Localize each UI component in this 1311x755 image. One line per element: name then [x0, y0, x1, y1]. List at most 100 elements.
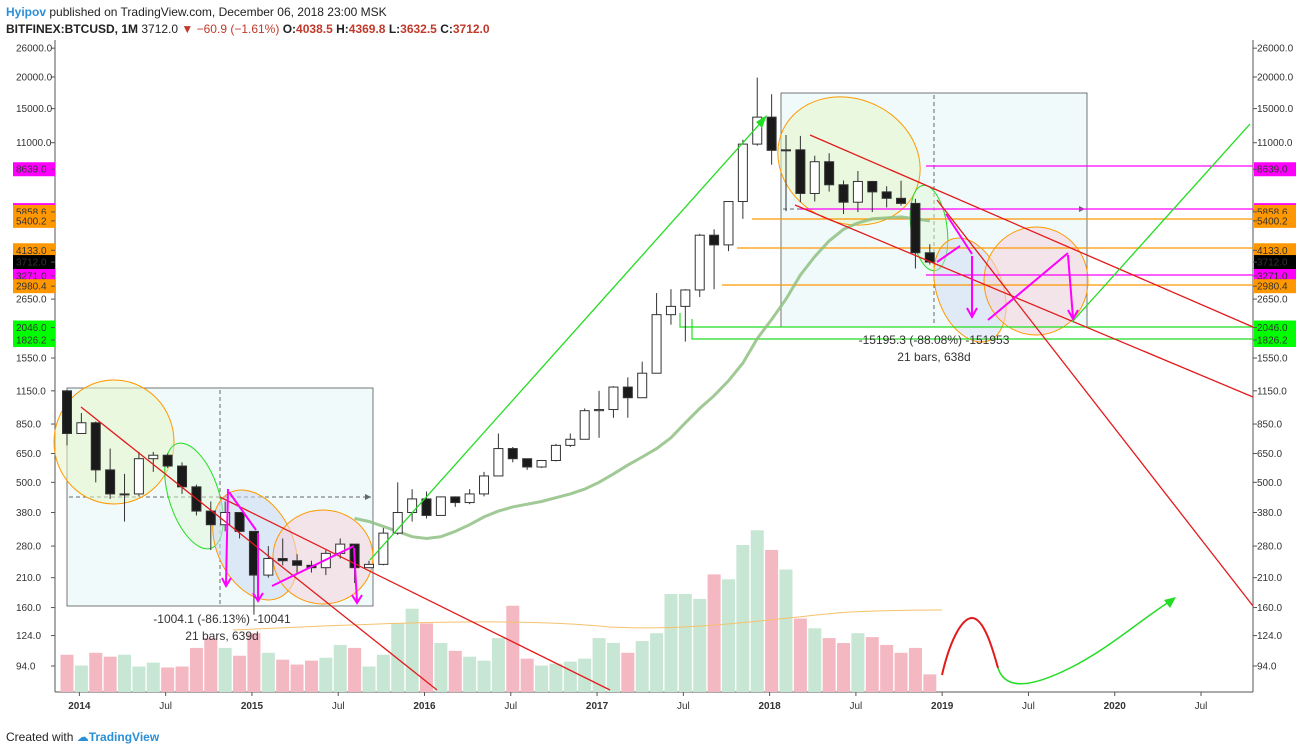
magenta-arrow-10[interactable] [936, 245, 961, 263]
candle[interactable] [464, 493, 475, 504]
candle[interactable] [450, 496, 461, 504]
volume-ma-line [232, 609, 943, 631]
candle[interactable] [507, 448, 518, 460]
candle[interactable] [622, 386, 633, 399]
candle[interactable] [752, 116, 763, 145]
candle[interactable] [881, 191, 892, 199]
y-tick-label: 1150.0 [1257, 386, 1287, 397]
tradingview-brand[interactable]: TradingView [88, 730, 160, 744]
candle[interactable] [407, 498, 418, 514]
candle[interactable] [119, 493, 130, 496]
magenta-arrow-6[interactable] [945, 213, 973, 255]
candle[interactable] [277, 558, 288, 562]
y-tick-label: 15000.0 [1257, 104, 1294, 115]
candle[interactable] [550, 444, 561, 461]
volume-bar [606, 643, 620, 692]
volume-bar [837, 643, 851, 692]
candle[interactable] [781, 149, 791, 152]
candle[interactable] [852, 180, 863, 203]
candle[interactable] [709, 234, 720, 246]
candle[interactable] [205, 510, 216, 526]
magenta-arrow-1[interactable] [225, 488, 229, 585]
y-tick-label: 2046.0 [1257, 323, 1288, 334]
green-rally-line[interactable] [369, 117, 766, 561]
candle[interactable] [378, 532, 389, 565]
candle[interactable] [162, 454, 173, 467]
candle[interactable] [263, 558, 274, 576]
x-axis[interactable]: 2014 Jul 2015 Jul 2016 Jul 2017 Jul 2018 Jul 2019 J… [68, 692, 1207, 712]
candle[interactable] [493, 448, 504, 477]
red-trendline-2014-b[interactable] [219, 496, 611, 691]
candle[interactable] [292, 560, 303, 566]
candle[interactable] [148, 454, 159, 460]
candle[interactable] [522, 458, 533, 468]
magenta-arrow-5[interactable] [353, 547, 358, 603]
volume-bar [736, 545, 750, 692]
candle[interactable] [76, 422, 87, 434]
magenta-arrow-9[interactable] [1067, 254, 1074, 319]
high-value: 4369.8 [348, 22, 386, 36]
candle[interactable] [867, 180, 878, 193]
candle[interactable] [680, 289, 691, 307]
candle[interactable] [910, 202, 921, 254]
candle[interactable] [363, 563, 374, 569]
candle[interactable] [694, 234, 705, 291]
candle[interactable] [62, 390, 72, 434]
y-tick-label: 500.0 [16, 478, 41, 489]
open-label: O: [282, 22, 297, 36]
candle[interactable] [594, 409, 605, 412]
volume-bar [118, 654, 132, 692]
magenta-arrows[interactable] [221, 213, 1079, 605]
author-name[interactable]: Hyipov [6, 5, 47, 19]
candle[interactable] [737, 143, 748, 203]
candle[interactable] [896, 197, 907, 204]
candle[interactable] [133, 458, 144, 495]
green-projection-line[interactable] [1071, 123, 1251, 323]
y-tick-label: 650.0 [1257, 449, 1282, 460]
symbol-legend: BITFINEX:BTCUSD, 1M 3712.0 ▼ −60.9 (−1.6… [6, 22, 490, 36]
candle[interactable] [665, 305, 676, 316]
candle[interactable] [90, 422, 101, 471]
candle[interactable] [177, 465, 188, 488]
candle[interactable] [795, 149, 806, 194]
volume-bar [549, 663, 563, 692]
level-line-1826[interactable] [691, 319, 1253, 340]
candle[interactable] [392, 512, 403, 534]
y-tick-label: 380.0 [16, 508, 41, 519]
candle[interactable] [234, 512, 245, 532]
candle[interactable] [435, 496, 446, 516]
magenta-arrow-8[interactable] [987, 252, 1069, 321]
volume-bar [851, 633, 865, 692]
candle[interactable] [105, 469, 116, 495]
level-line-2046[interactable] [679, 313, 1253, 328]
candle[interactable] [579, 410, 590, 440]
candle[interactable] [536, 459, 547, 468]
candle[interactable] [565, 438, 576, 446]
candle[interactable] [479, 475, 490, 495]
ellipse-top-2014[interactable] [53, 379, 175, 505]
candle[interactable] [651, 314, 662, 374]
y-axis-right[interactable]: 26000.020000.015000.011000.08639.05955.0… [1253, 44, 1296, 673]
x-tick-label: 2015 [241, 701, 264, 712]
y-tick-label: 2980.4 [1257, 282, 1288, 293]
red-trendline-2018-c[interactable] [936, 199, 1254, 607]
candle[interactable] [723, 201, 734, 246]
candle[interactable] [608, 386, 619, 411]
candle[interactable] [824, 161, 835, 186]
candle[interactable] [637, 372, 648, 399]
x-tick-label: 2020 [1104, 701, 1127, 712]
candle[interactable] [809, 161, 820, 194]
y-axis-left[interactable]: 26000.020000.015000.011000.08639.05955.0… [13, 44, 55, 673]
candle[interactable] [421, 498, 432, 516]
green-projection-curve[interactable] [997, 599, 1173, 685]
candle[interactable] [838, 184, 849, 203]
magenta-arrow-4[interactable] [271, 545, 355, 587]
red-trendline-2018-a[interactable] [809, 134, 1254, 328]
red-trendline-2018-b[interactable] [794, 204, 1254, 398]
red-projection-curve[interactable] [941, 616, 999, 676]
price-tag-right [1254, 243, 1296, 258]
candle[interactable] [766, 116, 777, 151]
volume-bar [189, 647, 203, 692]
magenta-arrow-2[interactable] [228, 491, 257, 531]
